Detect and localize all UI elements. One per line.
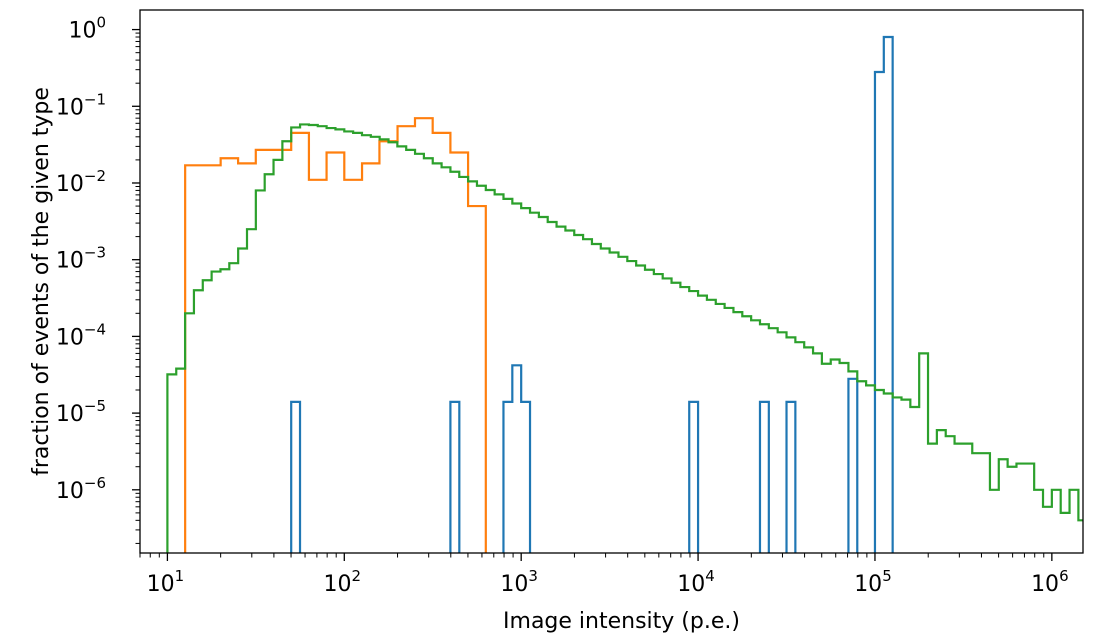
x-tick-label: 106 bbox=[1031, 567, 1069, 597]
y-axis-label: fraction of events of the given type bbox=[29, 87, 54, 476]
histogram-series-2 bbox=[290, 35, 894, 553]
x-axis-ticks: 101 102 103 104 105 106 bbox=[139, 553, 1069, 597]
plot-area bbox=[166, 35, 1083, 553]
x-axis-label: Image intensity (p.e.) bbox=[503, 609, 740, 634]
x-tick-label: 104 bbox=[677, 567, 715, 597]
x-tick-label: 102 bbox=[324, 567, 362, 597]
histogram-series-3 bbox=[166, 123, 1083, 553]
y-axis-ticks: 100 10−1 10−2 10−3 10−4 10−5 10−6 bbox=[56, 14, 140, 544]
x-tick-label: 105 bbox=[854, 567, 892, 597]
y-tick-label: 10−2 bbox=[56, 167, 106, 197]
x-tick-label: 103 bbox=[500, 567, 538, 597]
histogram-series-1 bbox=[184, 117, 487, 553]
y-tick-label: 10−1 bbox=[56, 90, 106, 120]
y-tick-label: 100 bbox=[68, 14, 106, 44]
y-tick-label: 10−4 bbox=[56, 320, 106, 350]
x-tick-label: 101 bbox=[147, 567, 185, 597]
y-tick-label: 10−5 bbox=[56, 397, 106, 427]
axes-frame bbox=[139, 9, 1084, 554]
y-tick-label: 10−6 bbox=[56, 474, 106, 504]
y-tick-label: 10−3 bbox=[56, 244, 106, 274]
